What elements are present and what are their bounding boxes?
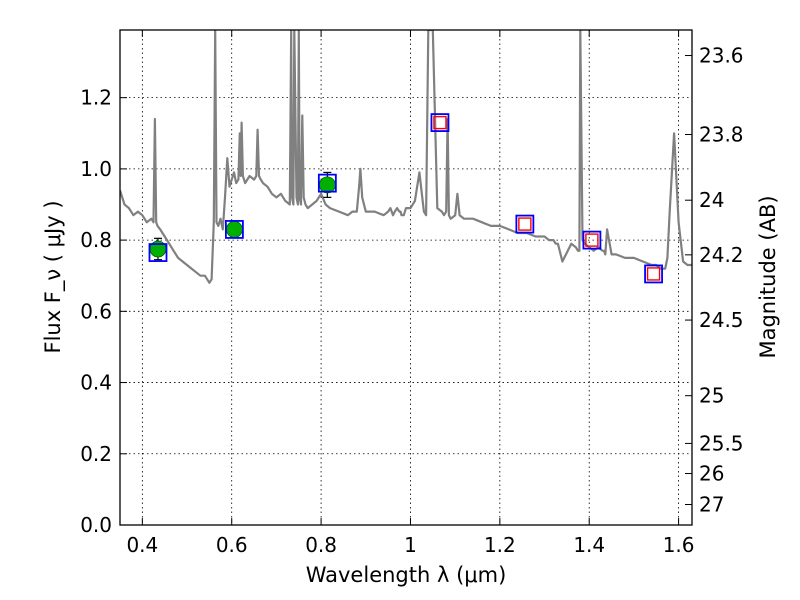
observed-point	[318, 176, 336, 194]
right-tick-label: 25.5	[699, 431, 744, 455]
y-axis-right-label: Magnitude (AB)	[756, 195, 780, 358]
model-point	[430, 113, 450, 132]
plot-frame	[119, 29, 693, 526]
y-tick-label: 0.4	[80, 371, 112, 395]
model-point	[515, 214, 535, 234]
predicted-model-point	[646, 267, 661, 281]
y-axis-right: 23.6 23.8 24 24.2 24.5 25 25.5 26 27	[685, 44, 744, 517]
x-axis-label: Wavelength λ (μm)	[306, 563, 507, 587]
x-tick-label: 1.2	[484, 533, 516, 557]
y-tick-label: 1.2	[80, 86, 112, 110]
x-axis: 0.4 0.6 0.8 1 1.2 1.4 1.6	[126, 30, 695, 557]
y-axis-left: 0.0 0.2 0.4 0.6 0.8 1.0 1.2	[80, 86, 127, 537]
right-tick-label: 23.6	[699, 44, 744, 68]
right-tick-label: 23.8	[699, 123, 744, 147]
y-axis-label: Flux F_ν ( μJy )	[41, 200, 66, 353]
y-tick-label: 0.2	[80, 442, 112, 466]
right-tick-label: 25	[699, 384, 724, 408]
predicted-model-point	[433, 115, 447, 130]
spectrum-line	[120, 30, 692, 284]
predicted-model-point	[585, 233, 599, 247]
observed-point	[225, 221, 243, 238]
model-point	[317, 173, 337, 193]
y-tick-label: 0.8	[80, 228, 112, 252]
model-point	[148, 243, 168, 262]
x-tick-label: 0.4	[126, 533, 158, 557]
x-tick-label: 1.4	[573, 533, 605, 557]
x-tick-label: 1.6	[663, 533, 695, 557]
x-tick-label: 0.6	[216, 533, 248, 557]
right-tick-label: 27	[699, 493, 724, 517]
right-tick-label: 24	[699, 188, 724, 212]
y-tick-label: 1.0	[80, 157, 112, 181]
y-tick-label: 0.0	[80, 513, 112, 537]
right-tick-label: 26	[699, 462, 724, 486]
y-tick-label: 0.6	[80, 299, 112, 323]
right-tick-label: 24.2	[699, 243, 744, 267]
predicted-model-point	[518, 217, 532, 231]
model-point	[644, 264, 663, 284]
model-point	[582, 230, 602, 250]
photometry-points	[148, 113, 663, 284]
model-spectrum	[120, 30, 692, 284]
right-tick-label: 24.5	[699, 308, 744, 332]
x-tick-label: 0.8	[305, 533, 337, 557]
x-tick-label: 1	[404, 533, 417, 557]
model-point	[224, 220, 244, 239]
